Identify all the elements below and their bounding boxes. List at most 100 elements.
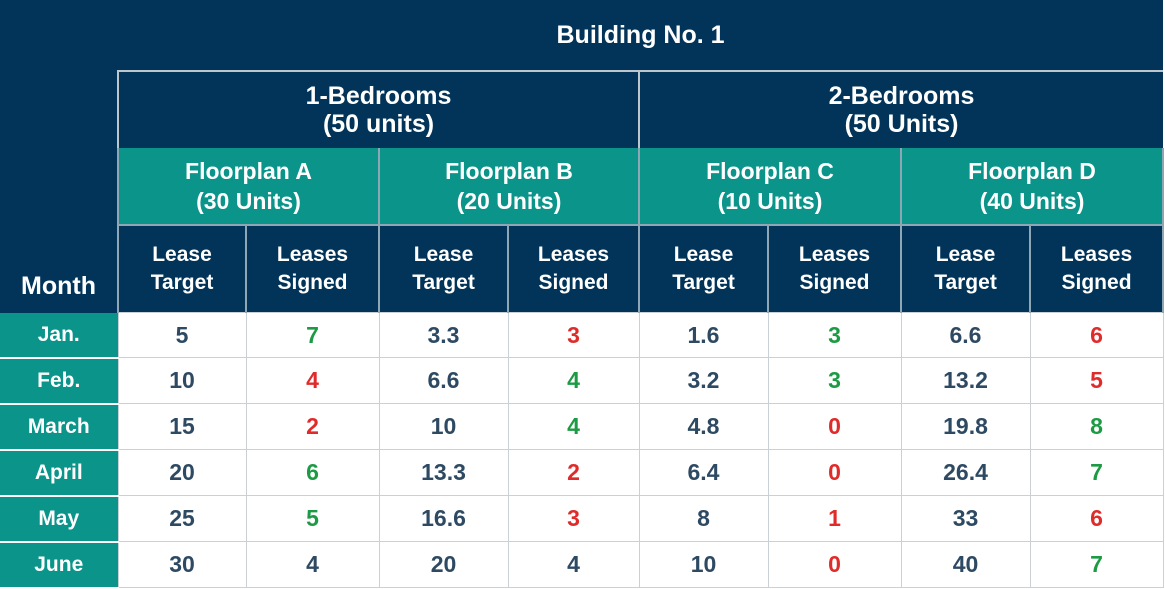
floorplan-b-header: Floorplan B (20 Units) [378,148,640,225]
lease-target-cell: 19.8 [900,403,1031,450]
lease-target-cell: 13.2 [900,357,1031,404]
leases-signed-cell: 2 [245,403,380,450]
month-cell: March [0,403,118,451]
floorplan-label: Floorplan B [445,158,573,184]
lease-target-cell: 3.2 [638,357,769,404]
leases-signed-cell: 4 [507,403,640,450]
building-title: Building No. 1 [118,0,1164,72]
leases-signed-cell: 7 [1029,541,1164,588]
floorplan-a-header: Floorplan A (30 Units) [117,148,380,225]
leases-signed-cell: 0 [767,541,902,588]
subheader-line: Leases [1060,243,1133,266]
lease-target-cell: 25 [117,495,247,542]
lease-target-cell: 20 [378,541,509,588]
bedroom-group-1: 1-Bedrooms (50 units) [117,71,640,148]
subheader-line: Target [934,271,997,294]
lease-target-header: Lease Target [117,224,247,313]
table-row: Feb. 10 4 6.6 4 3.2 3 13.2 5 [0,357,1164,405]
lease-target-cell: 10 [378,403,509,450]
floorplan-units: (40 Units) [979,188,1085,214]
floorplan-d-header: Floorplan D (40 Units) [899,148,1165,225]
lease-target-cell: 33 [900,495,1031,542]
lease-target-cell: 5 [117,312,247,358]
leases-signed-cell: 3 [767,357,902,404]
leases-signed-cell: 3 [767,312,902,358]
leases-signed-cell: 6 [1029,495,1164,542]
leases-signed-cell: 6 [245,449,380,496]
table-row: May 25 5 16.6 3 8 1 33 6 [0,495,1164,543]
leases-signed-cell: 2 [507,449,640,496]
lease-target-cell: 6.6 [900,312,1031,358]
floorplan-units: (30 Units) [196,188,301,214]
month-cell: April [0,449,118,497]
bedroom-group-label: 1-Bedrooms [305,82,452,110]
lease-target-cell: 20 [117,449,247,496]
floorplan-c-header: Floorplan C (10 Units) [638,148,902,225]
subheader-line: Lease [935,243,996,266]
bedroom-group-2: 2-Bedrooms (50 Units) [639,71,1164,148]
month-cell: Feb. [0,357,118,405]
leases-signed-cell: 4 [245,541,380,588]
lease-target-cell: 10 [117,357,247,404]
lease-target-cell: 15 [117,403,247,450]
subheader-line: Target [672,271,735,294]
lease-target-cell: 1.6 [638,312,769,358]
table-body: Jan. 5 7 3.3 3 1.6 3 6.6 6 Feb. 10 4 6.6 4 3.2 3 13.2 5 Ma… [0,312,1164,589]
subheader-line: Leases [276,243,349,266]
bedroom-group-units: (50 units) [322,110,435,138]
leases-signed-cell: 5 [1029,357,1164,404]
lease-target-cell: 4.8 [638,403,769,450]
leases-signed-cell: 5 [245,495,380,542]
leases-signed-cell: 7 [1029,449,1164,496]
leases-signed-header: Leases Signed [767,224,902,313]
subheader-line: Signed [538,271,609,294]
subheader-line: Leases [798,243,871,266]
subheader-line: Leases [537,243,610,266]
leases-signed-cell: 3 [507,312,640,358]
bedroom-group-units: (50 Units) [844,110,959,138]
lease-target-cell: 13.3 [378,449,509,496]
floorplan-label: Floorplan A [185,158,312,184]
leases-signed-cell: 0 [767,403,902,450]
lease-target-cell: 6.6 [378,357,509,404]
leases-signed-header: Leases Signed [507,224,640,313]
leases-signed-cell: 3 [507,495,640,542]
lease-target-cell: 26.4 [900,449,1031,496]
subheader-line: Signed [799,271,870,294]
floorplan-units: (20 Units) [456,188,562,214]
lease-target-header: Lease Target [900,224,1031,313]
leases-signed-header: Leases Signed [1028,224,1165,313]
subheader-line: Lease [413,243,474,266]
leases-signed-cell: 8 [1029,403,1164,450]
table-row: Jan. 5 7 3.3 3 1.6 3 6.6 6 [0,312,1164,359]
leases-signed-cell: 0 [767,449,902,496]
lease-target-cell: 16.6 [378,495,509,542]
month-cell: May [0,495,118,543]
subheader-line: Target [150,271,214,294]
lease-target-header: Lease Target [378,224,509,313]
table-row: March 15 2 10 4 4.8 0 19.8 8 [0,403,1164,451]
leases-signed-header: Leases Signed [245,224,380,313]
floorplan-units: (10 Units) [717,188,823,214]
lease-target-header: Lease Target [638,224,769,313]
subheader-line: Target [412,271,475,294]
lease-target-cell: 30 [117,541,247,588]
lease-target-cell: 6.4 [638,449,769,496]
subheader-line: Signed [1061,271,1132,294]
leases-signed-cell: 4 [507,357,640,404]
leases-signed-cell: 1 [767,495,902,542]
lease-target-cell: 8 [638,495,769,542]
month-header: Month [0,0,118,313]
subheader-line: Lease [152,243,212,266]
month-cell: Jan. [0,312,118,359]
lease-target-cell: 40 [900,541,1031,588]
leases-signed-cell: 7 [245,312,380,358]
bedroom-group-label: 2-Bedrooms [828,82,975,110]
subheader-line: Signed [277,271,348,294]
lease-target-cell: 3.3 [378,312,509,358]
floorplan-label: Floorplan C [706,158,834,184]
subheader-line: Lease [673,243,734,266]
leases-signed-cell: 6 [1029,312,1164,358]
table-row: April 20 6 13.3 2 6.4 0 26.4 7 [0,449,1164,497]
leases-signed-cell: 4 [507,541,640,588]
